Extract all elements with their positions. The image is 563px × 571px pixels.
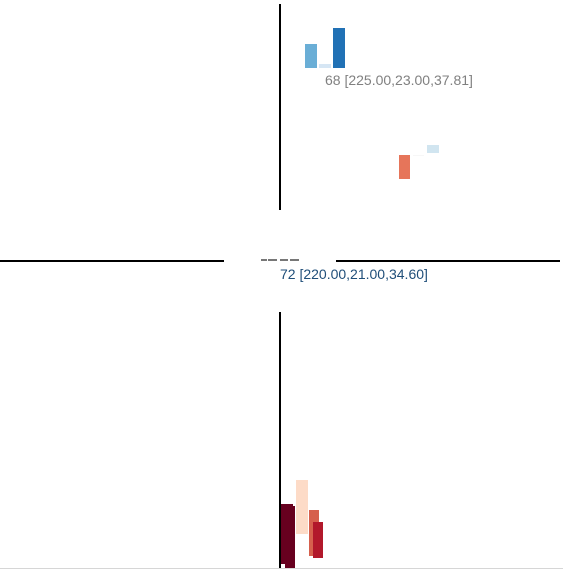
bar-right-0 [399,155,410,179]
bar-top-2 [333,28,345,68]
bar-bottom-2 [296,480,308,534]
bar-top-0 [305,44,317,68]
bars-layer [261,28,439,568]
annotation-center: 72 [220.00,21.00,34.60] [280,266,428,282]
bar-center-1 [268,259,277,261]
bar-center-2 [280,259,288,261]
bottom-rule [0,568,563,569]
bar-center-3 [290,259,299,261]
bar-center-0 [261,259,267,261]
bar-bottom-4 [313,522,323,558]
bar-right-2 [427,145,439,153]
annotation-top: 68 [225.00,23.00,37.81] [325,72,473,88]
bar-top-1 [319,64,331,68]
bar-right-1 [413,155,424,156]
bar-bottom-1 [281,504,293,564]
axes [0,4,560,568]
